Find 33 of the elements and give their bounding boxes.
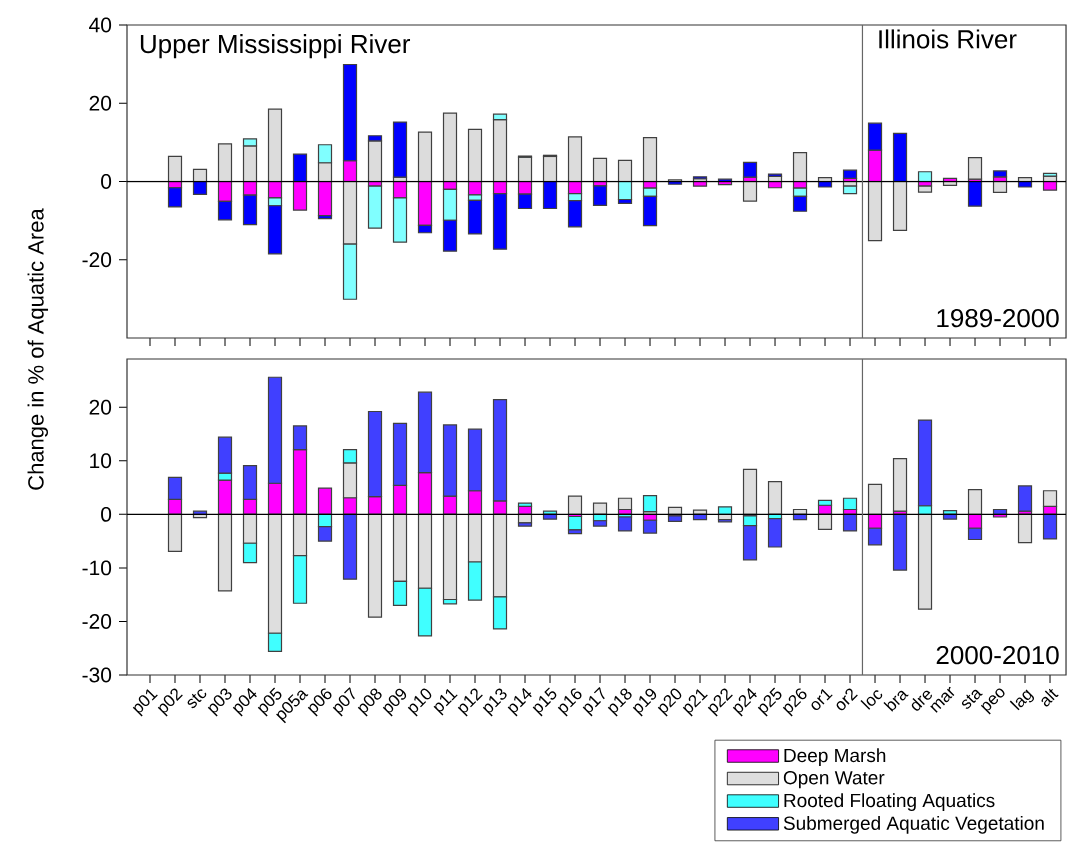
- x-tick-label: stc: [187, 689, 207, 709]
- annotation: 2000-2010: [936, 645, 1059, 665]
- y-tick-label: -10: [82, 560, 112, 576]
- annotation: Illinois River: [879, 29, 1017, 49]
- annotation: 1989-2000: [937, 308, 1059, 328]
- x-tick-label: p21: [682, 689, 708, 717]
- x-tick-label: p01: [132, 689, 158, 717]
- y-tick-label: 0: [101, 506, 112, 522]
- legend-label: Open Water: [783, 770, 885, 789]
- y-axis-title: Change in % of Aquatic Area: [27, 208, 49, 490]
- y-tick-label: -30: [82, 667, 112, 683]
- legend-label: Rooted Floating Aquatics: [784, 793, 995, 811]
- x-tick-label: lag: [1009, 689, 1035, 711]
- y-tick-label: 20: [89, 399, 112, 415]
- y-tick-label: -20: [82, 614, 112, 629]
- y-tick-label: 40: [89, 17, 112, 33]
- x-tick-label: peo: [980, 688, 1005, 715]
- x-tick-label: alt: [1041, 688, 1059, 707]
- y-tick-label: 0: [101, 174, 112, 189]
- x-tick-label: p11: [433, 689, 458, 716]
- x-tick-label: mar: [930, 686, 955, 713]
- y-tick-label: -20: [82, 252, 112, 268]
- x-tick-label: or2: [836, 688, 858, 711]
- x-tick-label: dre: [911, 690, 932, 711]
- legend-label: Submerged Aquatic Vegetation: [783, 816, 1044, 834]
- x-tick-label: loc: [860, 690, 883, 710]
- annotation: Upper Mississippi River: [140, 34, 411, 59]
- x-tick-label: bra: [883, 690, 909, 712]
- y-tick-label: 20: [89, 95, 112, 111]
- y-tick-label: 10: [90, 453, 112, 469]
- x-tick-label: sta: [961, 689, 983, 709]
- x-tick-label: or1: [811, 689, 833, 711]
- legend-label: Deep Marsh: [784, 748, 886, 766]
